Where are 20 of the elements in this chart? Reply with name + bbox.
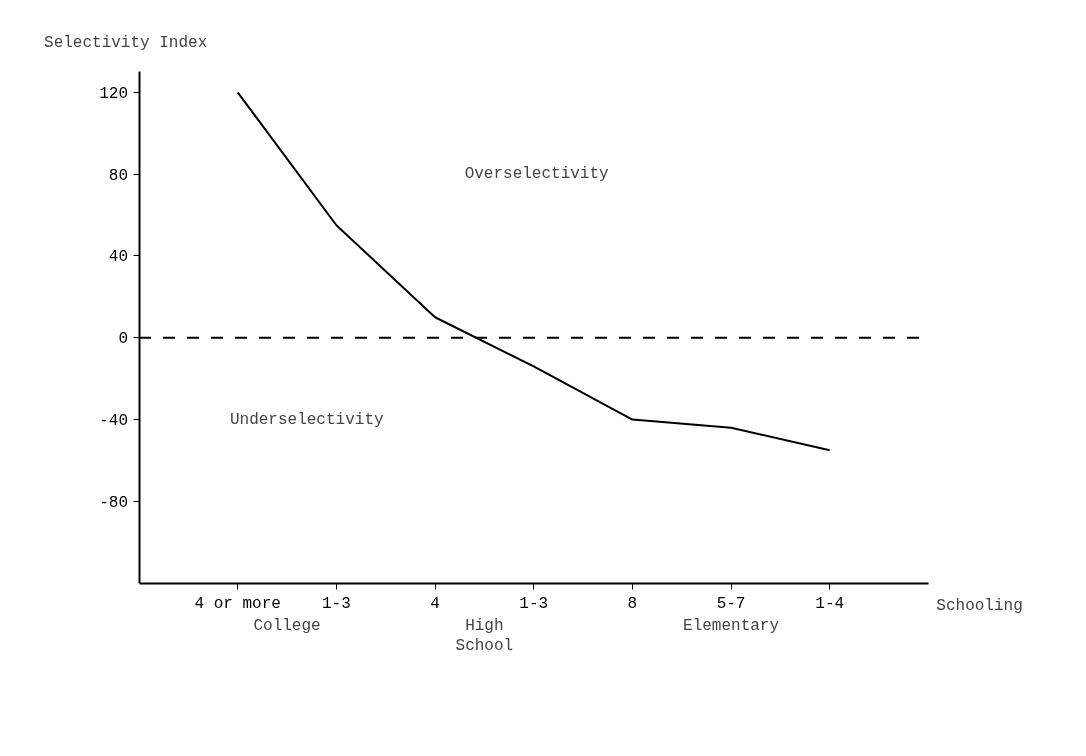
x-tick-label: 4	[430, 595, 440, 614]
x-tick-label: 4 or more	[194, 595, 281, 614]
text: High School	[455, 617, 514, 656]
x-tick-label: 5-7	[716, 595, 746, 614]
x-tick-label: 8	[627, 595, 638, 614]
y-tick-label: 120	[99, 84, 129, 103]
text: Elementary	[683, 617, 780, 636]
y-tick-label: -80	[99, 493, 129, 512]
y-tick-label: -40	[99, 412, 129, 431]
y-tick-label: 40	[108, 248, 129, 267]
y-tick-label: 0	[118, 330, 129, 349]
annotation: Underselectivity	[229, 410, 384, 429]
x-tick-label: 1-3	[519, 595, 549, 614]
text: College	[253, 617, 321, 636]
y-tick-label: 80	[108, 166, 129, 185]
x-tick-label: 1-4	[815, 595, 845, 614]
x-axis-title: Schooling	[936, 597, 1023, 616]
annotation: Overselectivity	[464, 165, 610, 184]
y-axis-title: Selectivity Index	[44, 33, 208, 52]
x-tick-label: 1-3	[321, 595, 351, 614]
